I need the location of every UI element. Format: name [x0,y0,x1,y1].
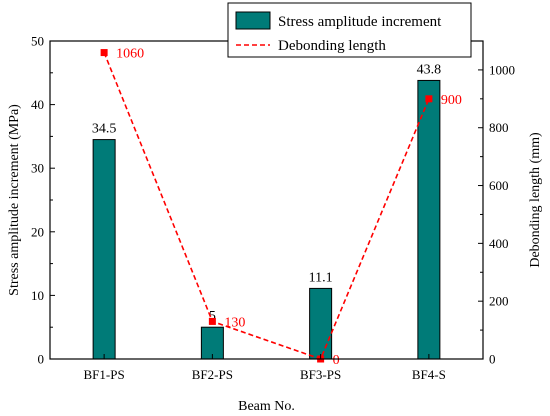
left-tick-label: 0 [38,352,45,367]
right-tick-label: 200 [489,294,509,309]
right-tick-label: 800 [489,120,509,135]
left-tick-label: 50 [31,34,44,49]
line-series: 1060 130 0 900 [100,47,462,368]
left-axis-title: Stress amplitude increment (MPa) [7,104,22,296]
debonding-line [103,52,430,361]
left-tick-label: 20 [31,224,44,239]
bar-value-label: 11.1 [309,270,333,285]
left-tick-label: 30 [31,161,44,176]
right-tick-label: 600 [489,178,509,193]
x-tick-label: BF1-PS [84,367,125,382]
right-tick-label: 400 [489,236,509,251]
x-tick-label: BF4-S [412,367,446,382]
bar-series: 34.5 5 11.1 43.8 [92,62,442,360]
line-value-label: 900 [441,93,462,108]
line-value-label: 130 [224,315,245,330]
legend-bar-swatch [235,11,271,30]
bar-bf3-ps [309,287,333,360]
bar-bf4-s [417,79,441,360]
x-axis-title: Beam No. [238,399,295,414]
line-point [425,95,433,103]
right-tick-label: 1000 [489,62,515,77]
bar-value-label: 34.5 [92,122,117,137]
right-tick-label: 0 [489,352,496,367]
left-tick-label: 40 [31,97,44,112]
bar-value-label: 5 [209,309,216,324]
right-axis-title: Debonding length (mm) [528,132,543,268]
bar-bf1-ps [92,139,116,360]
line-point [208,317,216,325]
line-value-label: 1060 [116,47,144,62]
line-value-label: 0 [333,353,340,368]
legend: Stress amplitude increment Debonding leng… [227,2,472,58]
x-tick-label: BF2-PS [192,367,233,382]
line-point [100,49,108,57]
bar-value-label: 43.8 [417,62,442,77]
left-tick-label: 10 [31,288,44,303]
legend-line-label: Debonding length [278,38,386,54]
x-tick-label: BF3-PS [300,367,341,382]
legend-bar-label: Stress amplitude increment [278,14,442,30]
